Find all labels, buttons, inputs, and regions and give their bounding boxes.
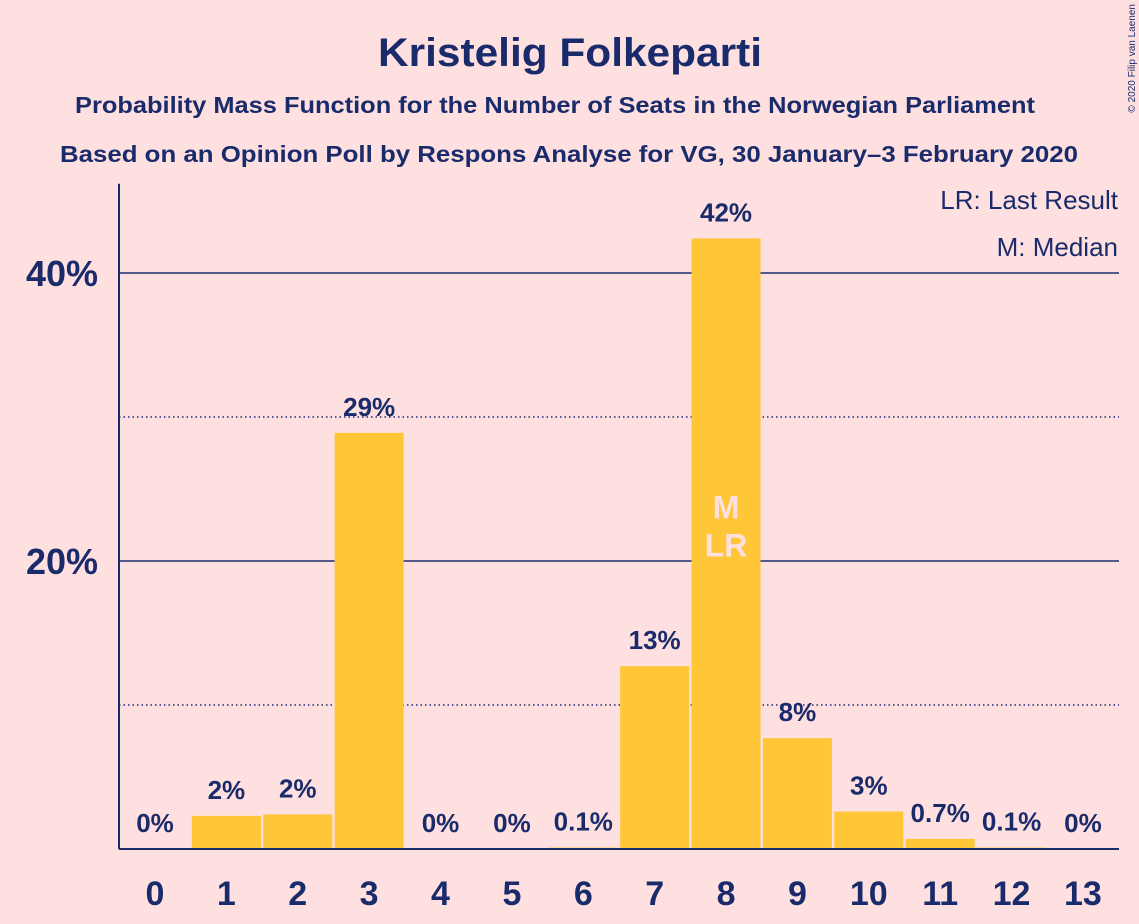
- x-tick-label-10: 10: [850, 875, 888, 913]
- bar-value-label-6: 0.1%: [554, 807, 613, 837]
- bar-value-label-7: 13%: [629, 625, 681, 655]
- legend: LR: Last Result M: Median: [940, 185, 1119, 262]
- bar-value-label-10: 3%: [850, 771, 888, 801]
- bar-11: [905, 838, 975, 849]
- chart-source-line: Based on an Opinion Poll by Respons Anal…: [60, 141, 1078, 167]
- x-tick-label-9: 9: [788, 875, 807, 913]
- x-tick-label-7: 7: [645, 875, 664, 913]
- bar-value-label-5: 0%: [493, 808, 531, 838]
- bar-annotations: MLR: [705, 490, 748, 564]
- x-tick-label-4: 4: [431, 875, 450, 913]
- bar-value-label-2: 2%: [279, 773, 317, 803]
- bar-value-label-4: 0%: [422, 808, 460, 838]
- bar-value-label-11: 0.7%: [911, 798, 970, 828]
- x-tick-label-12: 12: [993, 875, 1031, 913]
- x-tick-label-1: 1: [217, 875, 236, 913]
- legend-entry-median: M: Median: [997, 232, 1118, 262]
- chart-subtitle: Probability Mass Function for the Number…: [75, 92, 1035, 118]
- bar-value-label-1: 2%: [208, 775, 246, 805]
- x-tick-label-0: 0: [146, 875, 165, 913]
- axes: [118, 183, 1119, 850]
- bar-value-label-12: 0.1%: [982, 807, 1041, 837]
- x-tick-label-2: 2: [288, 875, 307, 913]
- bar-annotation-m: M: [713, 490, 740, 526]
- y-tick-label-20: 20%: [26, 541, 98, 582]
- x-tick-label-5: 5: [502, 875, 521, 913]
- bar-1: [191, 815, 261, 849]
- bar-annotation-lr: LR: [705, 528, 748, 564]
- x-tick-label-8: 8: [717, 875, 736, 913]
- bars: [191, 238, 1047, 849]
- bar-value-label-3: 29%: [343, 392, 395, 422]
- bar-10: [834, 811, 904, 849]
- legend-entry-last-result: LR: Last Result: [940, 185, 1119, 215]
- bar-9: [762, 738, 832, 849]
- chart-title: Kristelig Folkeparti: [378, 31, 762, 75]
- bar-7: [620, 666, 690, 849]
- bar-value-label-8: 42%: [700, 197, 752, 227]
- bar-value-label-13: 0%: [1064, 808, 1102, 838]
- bar-value-label-9: 8%: [779, 697, 817, 727]
- x-tick-label-13: 13: [1064, 875, 1102, 913]
- copyright-credit: © 2020 Filip van Laenen: [1127, 4, 1138, 113]
- y-tick-label-40: 40%: [26, 253, 98, 294]
- bar-value-label-0: 0%: [136, 808, 174, 838]
- bar-8: [691, 238, 761, 849]
- x-tick-label-6: 6: [574, 875, 593, 913]
- gridlines: [119, 272, 1119, 706]
- x-tick-label-11: 11: [922, 875, 958, 913]
- bar-2: [263, 814, 333, 849]
- chart-labels: 20%40%0 1 2 3 4 5 6 7 8 9 10 11 12 130%2% 2%29%0% 0% 0.1…: [26, 197, 1102, 913]
- x-tick-label-3: 3: [360, 875, 379, 913]
- bar-3: [334, 432, 404, 849]
